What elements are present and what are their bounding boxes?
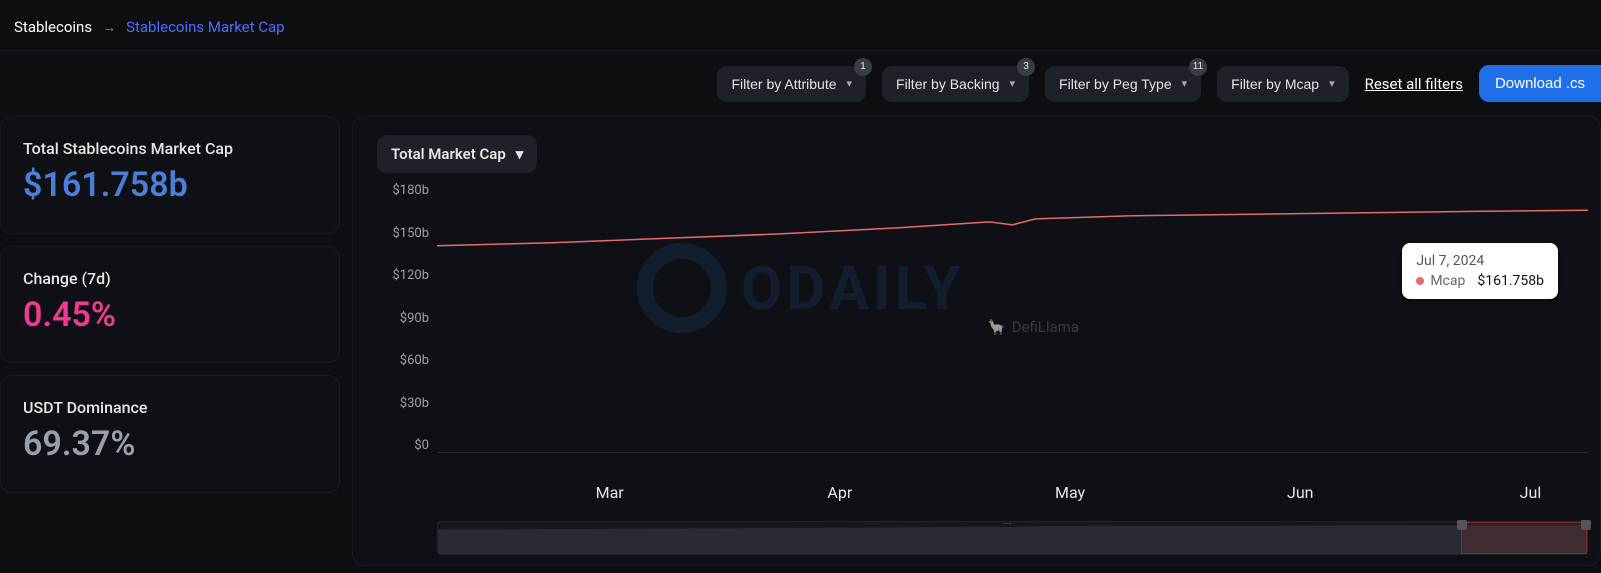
chart-panel: Total Market Cap ▾ $180b $150b $120b $90b $6…	[352, 116, 1601, 566]
breadcrumb-root[interactable]: Stablecoins	[14, 18, 92, 36]
chevron-down-icon: ▾	[1010, 77, 1016, 90]
y-tick-label: $120b	[392, 268, 429, 283]
y-tick-label: $0	[414, 438, 429, 453]
filter-attribute-label: Filter by Attribute	[731, 76, 836, 92]
download-csv-button[interactable]: Download .cs	[1479, 65, 1601, 102]
stat-card-usdt-dominance: USDT Dominance 69.37%	[0, 375, 340, 493]
x-tick-label: Jul	[1520, 483, 1542, 502]
brush-area-svg	[438, 522, 1587, 554]
tooltip-series-row: Mcap $161.758b	[1416, 273, 1544, 289]
tooltip-date: Jul 7, 2024	[1416, 253, 1544, 269]
chevron-down-icon: ▾	[847, 77, 853, 90]
reset-filters-link[interactable]: Reset all filters	[1365, 75, 1463, 93]
y-tick-label: $150b	[392, 226, 429, 241]
filter-backing-label: Filter by Backing	[896, 76, 999, 92]
brush-handle-right[interactable]	[1581, 520, 1591, 530]
main-content: Total Stablecoins Market Cap $161.758b C…	[0, 116, 1601, 566]
filter-pegtype-label: Filter by Peg Type	[1059, 76, 1172, 92]
filter-backing-button[interactable]: Filter by Backing ▾ 3	[882, 66, 1029, 102]
x-tick-label: Jun	[1287, 483, 1313, 502]
filter-pegtype-button[interactable]: Filter by Peg Type ▾ 11	[1045, 66, 1201, 102]
chart-area: $180b $150b $120b $90b $60b $30b $0 ODAILY 🦙 D…	[377, 183, 1588, 483]
chart-tooltip: Jul 7, 2024 Mcap $161.758b	[1402, 243, 1558, 299]
stat-label: Change (7d)	[23, 269, 317, 288]
chart-line-svg	[437, 183, 1588, 452]
chart-x-axis: Mar Apr May Jun Jul	[437, 483, 1588, 503]
breadcrumb-current: Stablecoins Market Cap	[126, 18, 285, 36]
stat-card-change-7d: Change (7d) 0.45%	[0, 246, 340, 364]
chart-selector-button[interactable]: Total Market Cap ▾	[377, 135, 537, 173]
brush-grip-icon[interactable]: ⋯	[1003, 519, 1023, 525]
stat-card-total-mcap: Total Stablecoins Market Cap $161.758b	[0, 116, 340, 234]
stat-value-usdt-dominance: 69.37%	[23, 423, 317, 466]
y-tick-label: $180b	[392, 183, 429, 198]
filter-attribute-button[interactable]: Filter by Attribute ▾ 1	[717, 66, 866, 102]
x-tick-label: Apr	[827, 483, 852, 502]
x-tick-label: Mar	[596, 483, 624, 502]
chart-brush[interactable]: ⋯	[437, 521, 1588, 555]
tooltip-series-label: Mcap	[1430, 273, 1465, 289]
stats-sidebar: Total Stablecoins Market Cap $161.758b C…	[0, 116, 340, 566]
stat-value-change-7d: 0.45%	[23, 294, 317, 337]
arrow-right-icon: →	[102, 19, 116, 36]
breadcrumb: Stablecoins → Stablecoins Market Cap	[0, 0, 1601, 50]
brush-handle-left[interactable]	[1457, 520, 1467, 530]
tooltip-dot-icon	[1416, 277, 1424, 285]
chevron-down-icon: ▾	[516, 145, 524, 163]
chevron-down-icon: ▾	[1182, 77, 1188, 90]
stat-label: USDT Dominance	[23, 398, 317, 417]
filter-bar: Filter by Attribute ▾ 1 Filter by Backin…	[0, 50, 1601, 116]
y-tick-label: $30b	[400, 396, 429, 411]
filter-backing-badge: 3	[1017, 58, 1035, 76]
y-tick-label: $90b	[400, 311, 429, 326]
chevron-down-icon: ▾	[1329, 77, 1335, 90]
tooltip-series-value: $161.758b	[1477, 273, 1544, 289]
brush-selection[interactable]	[1461, 522, 1587, 554]
filter-pegtype-badge: 11	[1189, 58, 1207, 76]
filter-attribute-badge: 1	[854, 58, 872, 76]
chart-y-axis: $180b $150b $120b $90b $60b $30b $0	[377, 183, 437, 453]
chart-selector-label: Total Market Cap	[391, 145, 506, 163]
y-tick-label: $60b	[400, 353, 429, 368]
x-tick-label: May	[1055, 483, 1085, 502]
filter-mcap-button[interactable]: Filter by Mcap ▾	[1217, 66, 1348, 102]
stat-label: Total Stablecoins Market Cap	[23, 139, 317, 158]
chart-plot[interactable]: ODAILY 🦙 DefiLlama Jul 7, 2024 Mcap $161…	[437, 183, 1588, 453]
stat-value-total-mcap: $161.758b	[23, 164, 317, 207]
filter-mcap-label: Filter by Mcap	[1231, 76, 1319, 92]
